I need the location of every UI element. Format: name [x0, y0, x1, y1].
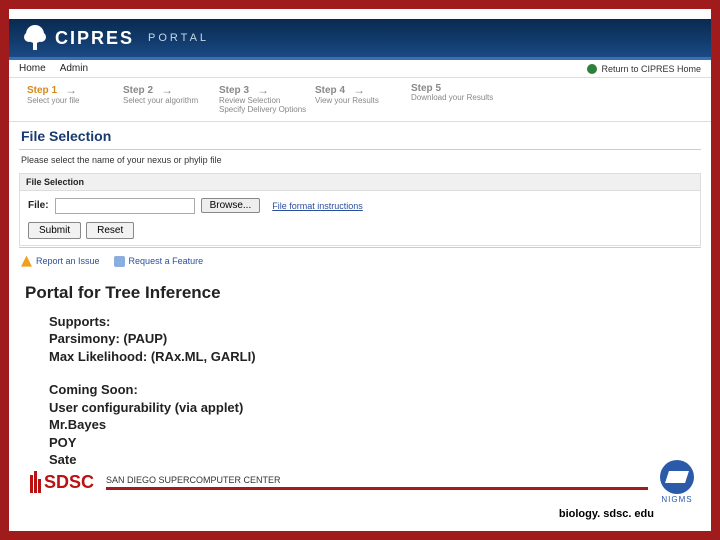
footer-center-text: SAN DIEGO SUPERCOMPUTER CENTER — [106, 475, 648, 490]
step-3-desc: Review Selection Specify Delivery Option… — [219, 97, 307, 115]
report-issue-label: Report an Issue — [36, 256, 100, 266]
supports-line-1: Parsimony: (PAUP) — [49, 330, 695, 348]
add-icon — [114, 256, 125, 267]
warning-icon — [21, 256, 32, 267]
arrow-icon: → — [65, 83, 77, 97]
coming-line-1: User configurability (via applet) — [49, 399, 695, 417]
nigms-label: NIGMS — [661, 495, 692, 504]
section-instruction: Please select the name of your nexus or … — [9, 151, 711, 169]
nav-bar: Home Admin Return to CIPRES Home — [9, 60, 711, 78]
step-2[interactable]: Step 2 → Select your algorithm — [123, 83, 211, 106]
request-feature-link[interactable]: Request a Feature — [114, 256, 204, 267]
issue-bar: Report an Issue Request a Feature — [19, 254, 701, 269]
step-3[interactable]: Step 3 → Review Selection Specify Deliver… — [219, 83, 307, 115]
submit-button[interactable]: Submit — [28, 222, 81, 239]
coming-line-3: POY — [49, 434, 695, 452]
step-4-desc: View your Results — [315, 97, 403, 106]
footer-url: biology. sdsc. edu — [559, 508, 654, 520]
portal-header: CIPRES PORTAL — [9, 19, 711, 57]
supports-heading: Supports: — [49, 313, 695, 331]
wizard-steps: Step 1 → Select your file Step 2 → Select … — [9, 78, 711, 122]
reset-button[interactable]: Reset — [86, 222, 134, 239]
brand-text: CIPRES — [55, 28, 134, 49]
coming-line-2: Mr.Bayes — [49, 416, 695, 434]
nav-return-label: Return to CIPRES Home — [601, 64, 701, 74]
file-format-link[interactable]: File format instructions — [272, 201, 363, 211]
panel-heading: File Selection — [20, 174, 700, 191]
page-title: Portal for Tree Inference — [25, 283, 695, 303]
tree-icon — [21, 24, 49, 52]
lower-content: Portal for Tree Inference Supports: Pars… — [9, 275, 711, 469]
step-3-label: Step 3 — [219, 85, 249, 96]
browse-button[interactable]: Browse... — [201, 198, 261, 213]
step-5-desc: Download your Results — [411, 94, 499, 103]
step-1-desc: Select your file — [27, 97, 115, 106]
file-label: File: — [28, 200, 49, 211]
file-input[interactable] — [55, 198, 195, 214]
divider — [19, 149, 701, 150]
step-2-desc: Select your algorithm — [123, 97, 211, 106]
supports-line-2: Max Likelihood: (RAx.ML, GARLI) — [49, 348, 695, 366]
file-panel: File Selection File: Browse... File form… — [19, 173, 701, 246]
step-1[interactable]: Step 1 → Select your file — [27, 83, 115, 106]
footer: SDSC SAN DIEGO SUPERCOMPUTER CENTER NIGM… — [18, 460, 702, 522]
step-4[interactable]: Step 4 → View your Results — [315, 83, 403, 106]
step-5[interactable]: Step 5 Download your Results — [411, 83, 499, 103]
nav-home[interactable]: Home — [19, 63, 46, 74]
sdsc-text: SDSC — [44, 472, 94, 493]
brand-logo: CIPRES PORTAL — [21, 24, 209, 52]
arrow-icon: → — [161, 83, 173, 97]
globe-icon — [587, 64, 597, 74]
nigms-icon — [660, 460, 694, 494]
request-feature-label: Request a Feature — [129, 256, 204, 266]
report-issue-link[interactable]: Report an Issue — [21, 256, 100, 267]
section-title: File Selection — [9, 122, 711, 148]
nav-admin[interactable]: Admin — [60, 63, 88, 74]
divider — [19, 247, 701, 248]
step-4-label: Step 4 — [315, 85, 345, 96]
subbrand-text: PORTAL — [148, 32, 209, 44]
sdsc-logo: SDSC — [30, 471, 94, 493]
step-2-label: Step 2 — [123, 85, 153, 96]
nav-return[interactable]: Return to CIPRES Home — [587, 64, 701, 74]
coming-heading: Coming Soon: — [49, 381, 695, 399]
arrow-icon: → — [257, 83, 269, 97]
step-1-label: Step 1 — [27, 85, 57, 96]
nigms-logo: NIGMS — [660, 460, 694, 504]
arrow-icon: → — [353, 83, 365, 97]
